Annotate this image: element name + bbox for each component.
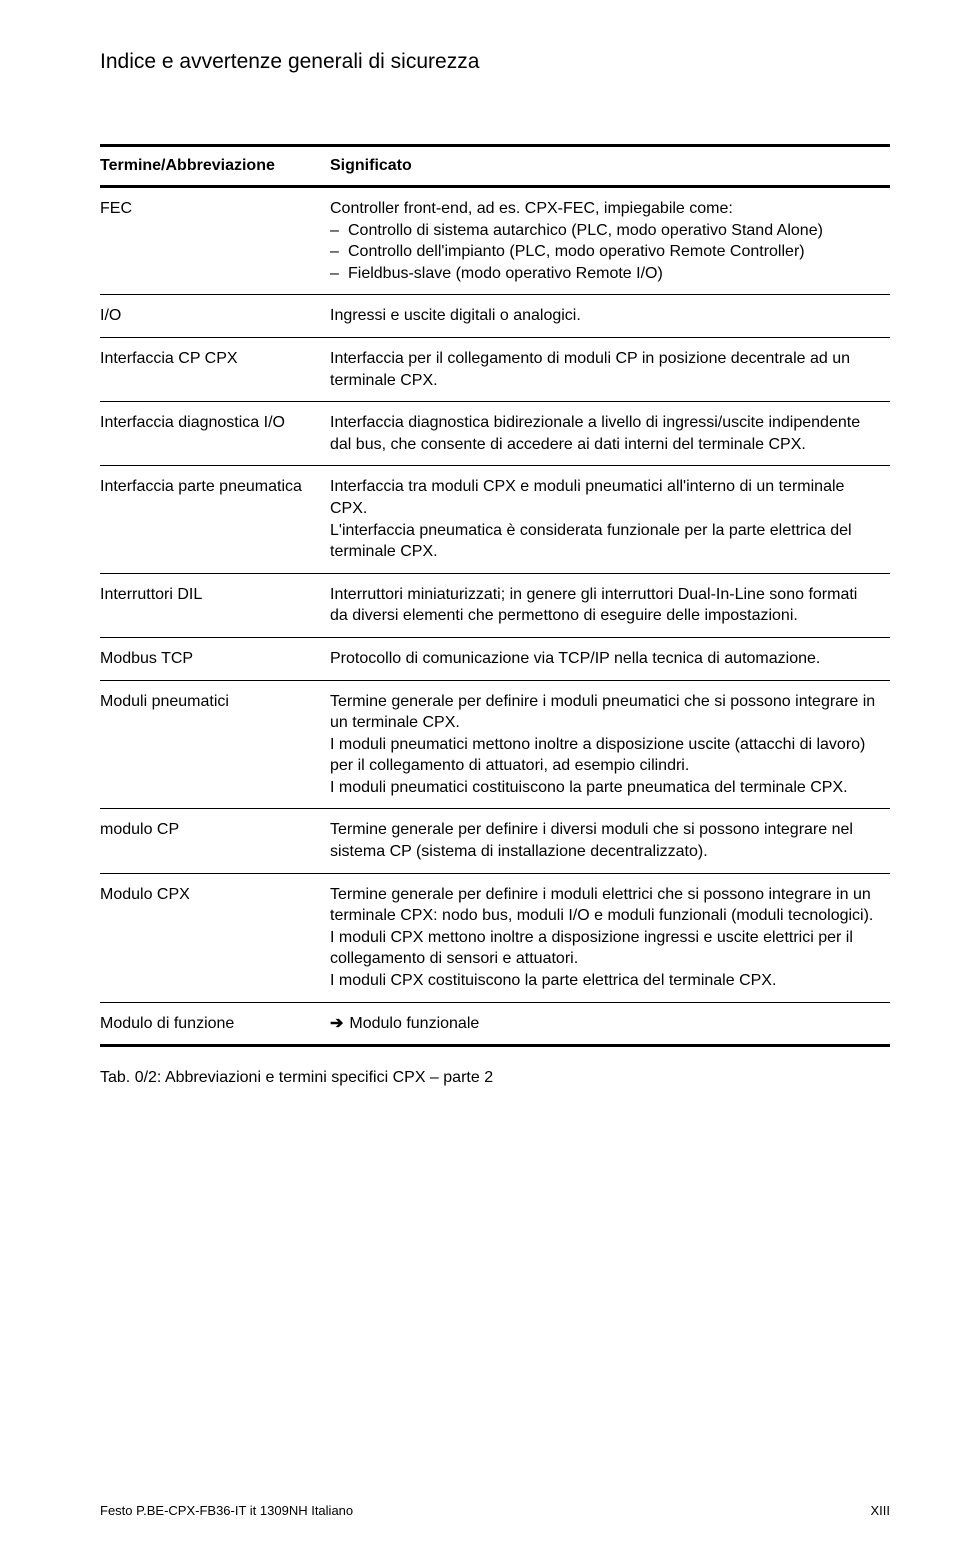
meaning-cell: Interruttori miniaturizzati; in genere g… [330,573,890,637]
table-row: Interfaccia diagnostica I/O Interfaccia … [100,402,890,466]
header-term: Termine/Abbreviazione [100,146,330,187]
table-row: Modbus TCP Protocollo di comunicazione v… [100,637,890,680]
meaning-p: I moduli pneumatici mettono inoltre a di… [330,734,878,777]
table-row: Moduli pneumatici Termine generale per d… [100,680,890,809]
table-row: modulo CP Termine generale per definire … [100,809,890,873]
table-row: Modulo di funzione ➔ Modulo funzionale [100,1002,890,1046]
meaning-p: I moduli CPX costituiscono la parte elet… [330,970,878,992]
meaning-p: I moduli CPX mettono inoltre a disposizi… [330,927,878,970]
definitions-table: Termine/Abbreviazione Significato FEC Co… [100,144,890,1047]
term-cell: FEC [100,187,330,295]
meaning-cell: Termine generale per definire i diversi … [330,809,890,873]
term-cell: Modbus TCP [100,637,330,680]
list-item: Controllo di sistema autarchico (PLC, mo… [330,220,878,242]
meaning-p: Termine generale per definire i moduli e… [330,884,878,927]
meaning-p: Interfaccia tra moduli CPX e moduli pneu… [330,476,878,519]
table-row: Interruttori DIL Interruttori miniaturiz… [100,573,890,637]
term-cell: Modulo di funzione [100,1002,330,1046]
meaning-p: I moduli pneumatici costituiscono la par… [330,777,878,799]
term-cell: Moduli pneumatici [100,680,330,809]
page-footer: Festo P.BE-CPX-FB36-IT it 1309NH Italian… [100,1503,890,1518]
meaning-text: Modulo funzionale [349,1015,479,1032]
table-row: Interfaccia parte pneumatica Interfaccia… [100,466,890,573]
meaning-p: L'interfaccia pneumatica è considerata f… [330,520,878,563]
meaning-cell: Termine generale per definire i moduli p… [330,680,890,809]
meaning-cell: Termine generale per definire i moduli e… [330,873,890,1002]
meaning-lead: Controller front-end, ad es. CPX-FEC, im… [330,198,878,220]
meaning-cell: Interfaccia per il collegamento di modul… [330,337,890,401]
footer-right: XIII [870,1503,890,1518]
term-cell: Modulo CPX [100,873,330,1002]
term-cell: Interfaccia CP CPX [100,337,330,401]
meaning-cell: Interfaccia tra moduli CPX e moduli pneu… [330,466,890,573]
meaning-cell: Controller front-end, ad es. CPX-FEC, im… [330,187,890,295]
table-row: FEC Controller front-end, ad es. CPX-FEC… [100,187,890,295]
meaning-cell: Protocollo di comunicazione via TCP/IP n… [330,637,890,680]
arrow-icon: ➔ [330,1015,343,1032]
table-row: Modulo CPX Termine generale per definire… [100,873,890,1002]
meaning-cell: ➔ Modulo funzionale [330,1002,890,1046]
footer-left: Festo P.BE-CPX-FB36-IT it 1309NH Italian… [100,1503,353,1518]
term-cell: Interfaccia diagnostica I/O [100,402,330,466]
meaning-cell: Interfaccia diagnostica bidirezionale a … [330,402,890,466]
table-caption: Tab. 0/2: Abbreviazioni e termini specif… [100,1069,890,1087]
meaning-p: Termine generale per definire i moduli p… [330,691,878,734]
meaning-list: Controllo di sistema autarchico (PLC, mo… [330,220,878,285]
list-item: Fieldbus-slave (modo operativo Remote I/… [330,263,878,285]
table-row: Interfaccia CP CPX Interfaccia per il co… [100,337,890,401]
header-meaning: Significato [330,146,890,187]
term-cell: Interruttori DIL [100,573,330,637]
term-cell: modulo CP [100,809,330,873]
table-row: I/O Ingressi e uscite digitali o analogi… [100,295,890,338]
page-title: Indice e avvertenze generali di sicurezz… [100,50,890,74]
term-cell: Interfaccia parte pneumatica [100,466,330,573]
list-item: Controllo dell'impianto (PLC, modo opera… [330,241,878,263]
term-cell: I/O [100,295,330,338]
meaning-cell: Ingressi e uscite digitali o analogici. [330,295,890,338]
